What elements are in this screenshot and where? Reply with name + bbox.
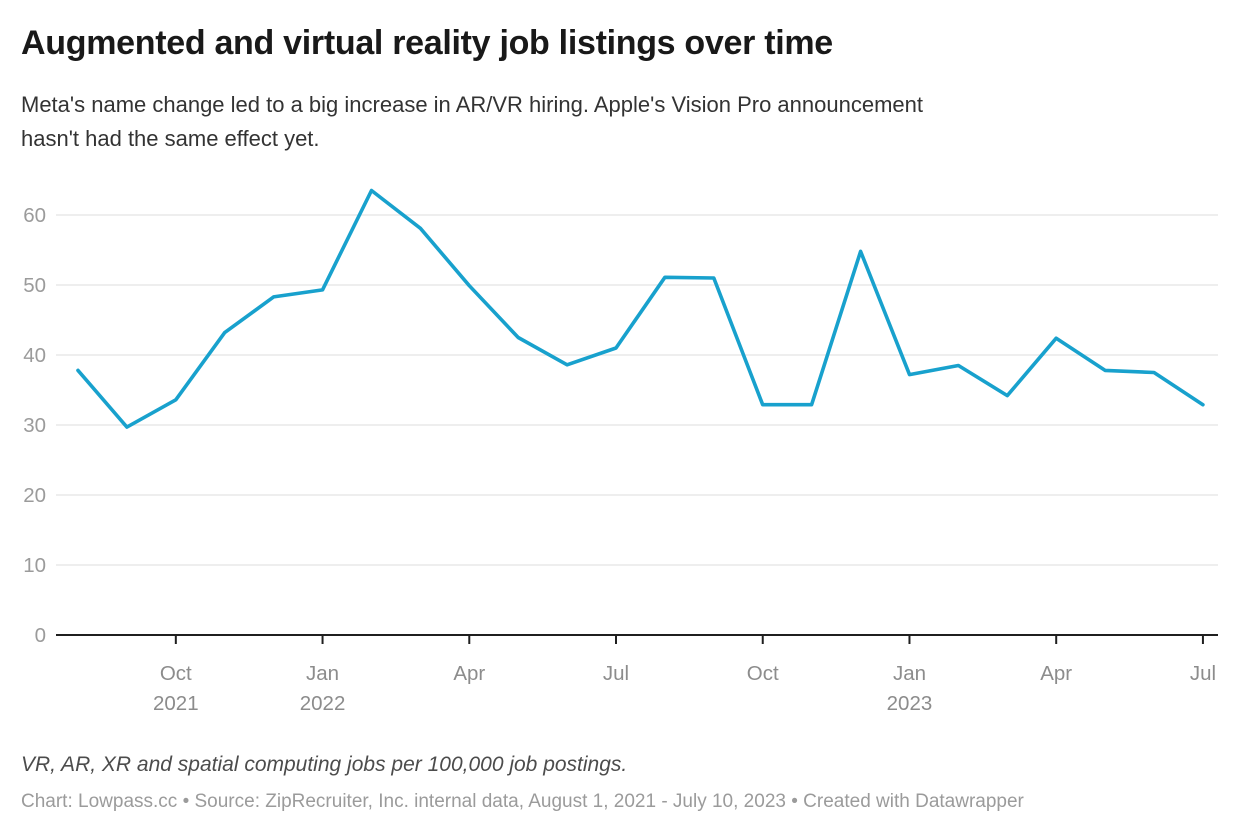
y-tick-label: 40	[23, 344, 46, 367]
y-tick-label: 60	[23, 204, 46, 227]
y-tick-label: 50	[23, 274, 46, 297]
x-tick-label: Jan	[893, 662, 926, 685]
x-tick-label: Jul	[1190, 662, 1216, 685]
x-tick-year-label: 2022	[300, 692, 346, 715]
x-tick-label: Oct	[160, 662, 192, 685]
chart-note: VR, AR, XR and spatial computing jobs pe…	[21, 753, 628, 776]
y-tick-label: 30	[23, 414, 46, 437]
data-line	[76, 188, 1205, 429]
x-tick-label: Jul	[603, 662, 629, 685]
y-tick-label: 20	[23, 484, 46, 507]
y-tick-label: 10	[23, 554, 46, 577]
x-tick-year-label: 2023	[887, 692, 933, 715]
x-tick-year-label: 2021	[153, 692, 199, 715]
x-tick-label: Oct	[747, 662, 779, 685]
chart-subtitle: Meta's name change led to a big increase…	[21, 92, 923, 151]
y-tick-label: 0	[35, 624, 46, 647]
x-tick-label: Apr	[1040, 662, 1072, 685]
chart-title: Augmented and virtual reality job listin…	[21, 24, 833, 62]
chart-credit: Chart: Lowpass.cc • Source: ZipRecruiter…	[21, 791, 1024, 812]
x-tick-label: Jan	[306, 662, 339, 685]
x-tick-label: Apr	[453, 662, 485, 685]
line-chart: 0 10 20 30 40 50 60 Oct 2021 Jan 2022 Apr Jul Oct Jan 2…	[23, 188, 1218, 715]
